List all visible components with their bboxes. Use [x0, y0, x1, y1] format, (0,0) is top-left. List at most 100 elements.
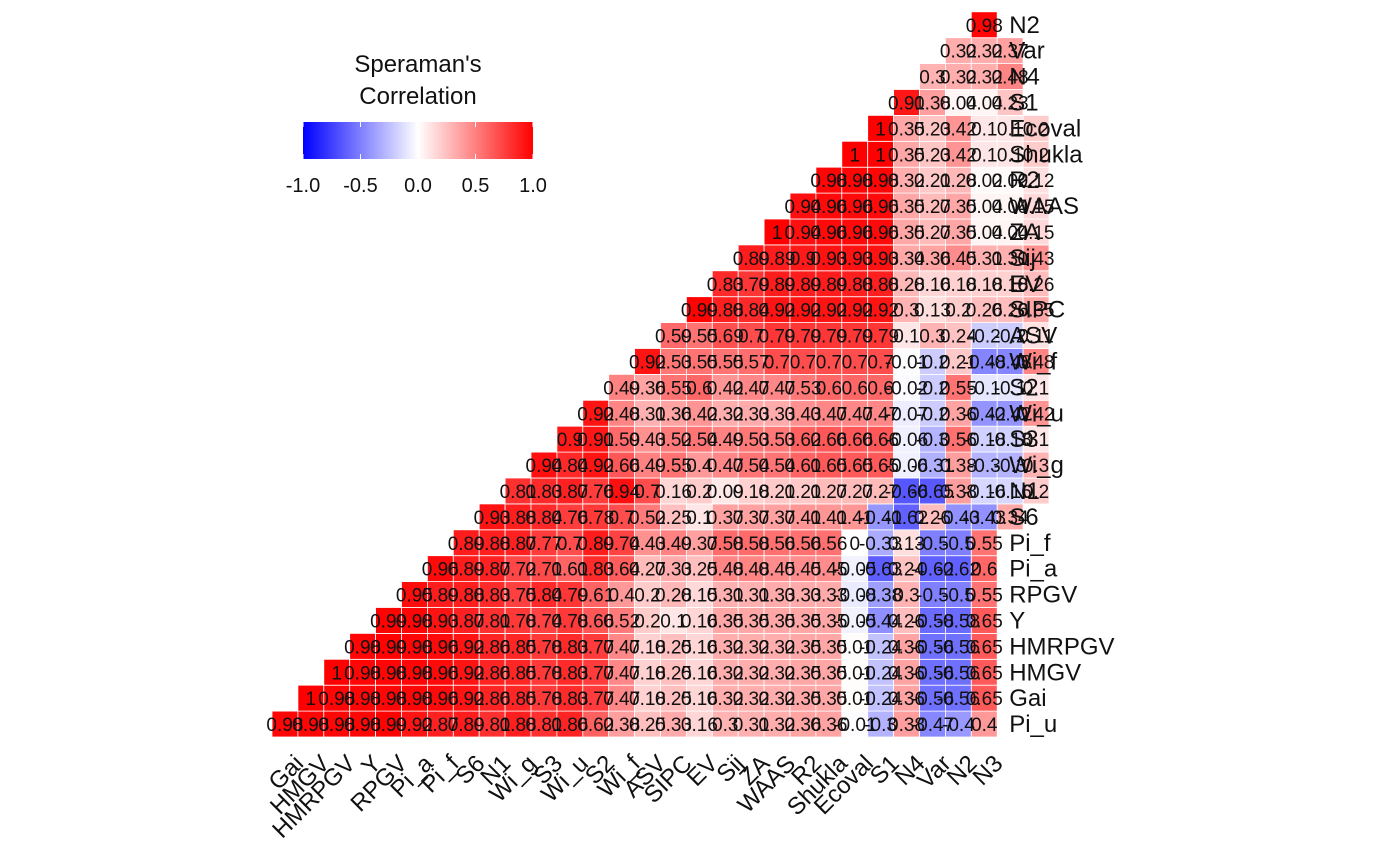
cell-value-label: 0.94	[785, 223, 822, 244]
cell-value-label: 1	[772, 223, 783, 244]
cell-value-label: 0.93	[810, 249, 847, 270]
cell-value-label: 0.47	[759, 378, 796, 399]
cell-value-label: 0.16	[655, 482, 692, 503]
cell-value-label: 0.28	[888, 275, 925, 296]
heatmap-cell	[401, 581, 428, 608]
cell-value-label: 0.66	[810, 430, 847, 451]
cell-value-label: 0.42	[1018, 404, 1055, 425]
cell-value-label: 0.65	[966, 689, 1003, 710]
heatmap-cell	[945, 322, 972, 349]
cell-value-label: 0.88	[836, 275, 873, 296]
heatmap-cell	[867, 270, 895, 298]
heatmap-cell	[996, 89, 1024, 116]
cell-value-label: 0.33	[759, 586, 796, 607]
x-axis-tick-labels: GaiHMGVHMRPGVYRPGVPi_aPi_fS6N1Wi_gS3Wi_u…	[264, 750, 1009, 844]
heatmap-cell	[815, 270, 843, 298]
legend-title-line1: Speraman's	[354, 51, 481, 78]
heatmap-cell	[478, 710, 506, 738]
cell-value-label: -0.24	[859, 637, 903, 658]
cell-value-label: 0.45	[785, 560, 822, 581]
cell-value-label: 0.98	[344, 637, 381, 658]
heatmap-cell	[970, 63, 998, 90]
cell-value-label: 0.35	[810, 689, 847, 710]
heatmap-cell	[660, 503, 687, 531]
heatmap-cell	[996, 373, 1024, 401]
heatmap-cell	[686, 710, 713, 738]
heatmap-cell	[789, 581, 817, 608]
cell-value-label: 0.16	[681, 612, 718, 633]
heatmap-cell	[763, 322, 791, 349]
cell-value-label: 0.24	[888, 560, 925, 581]
cell-value-label: 0.35	[785, 663, 822, 684]
cell-value-label: -0.47	[911, 715, 954, 736]
heatmap-cell	[893, 425, 920, 453]
y-tick-label: S3	[1009, 426, 1038, 453]
cell-value-label: 0.52	[603, 612, 640, 633]
heatmap-cell	[893, 348, 920, 375]
cell-value-label: -0.62	[937, 560, 980, 581]
cell-value-label: 0.25	[629, 715, 666, 736]
heatmap-cell	[893, 710, 920, 738]
cell-value-label: -0.5	[916, 586, 949, 607]
cell-value-label: 0.76	[551, 508, 588, 529]
cell-value-label: 0.3	[919, 68, 945, 89]
heatmap-cell	[945, 477, 972, 505]
cell-value-label: 0.55	[681, 327, 718, 348]
cell-value-label: 0.23	[914, 145, 951, 166]
cell-value-label: 0.72	[500, 560, 537, 581]
cell-value-label: 0.2	[1023, 145, 1049, 166]
cell-value-label: 0.41	[785, 508, 822, 529]
heatmap-cell	[608, 425, 636, 453]
heatmap-cell	[634, 425, 661, 453]
cell-value-label: -0.24	[859, 663, 903, 684]
cell-value-label: 0.32	[759, 663, 796, 684]
cell-value-label: 0.2	[1023, 119, 1049, 140]
cell-value-label: -0.2	[968, 327, 1001, 348]
cell-value-label: 1	[875, 119, 886, 140]
cell-value-label: 0.48	[733, 560, 770, 581]
y-tick-label: WAAS	[1009, 193, 1079, 220]
heatmap-cell	[867, 192, 895, 220]
cell-value-label: 0.66	[577, 612, 614, 633]
heatmap-cell	[945, 373, 972, 401]
heatmap-cell	[556, 710, 584, 738]
heatmap-cell	[945, 633, 972, 660]
cell-value-label: 0.38	[940, 456, 977, 477]
cell-value-label: 0.74	[526, 612, 563, 633]
x-tick-label: N3	[968, 750, 1009, 791]
cell-value-label: 0.96	[422, 663, 459, 684]
cell-value-label: 0.83	[707, 275, 744, 296]
cell-value-label: 0.21	[914, 171, 951, 192]
heatmap-cell	[970, 89, 998, 116]
heatmap-cell	[970, 503, 998, 531]
heatmap-cell	[945, 425, 972, 453]
y-tick-label: Gai	[1009, 685, 1046, 712]
cell-value-label: 0.58	[707, 534, 744, 555]
heatmap-cell	[686, 503, 713, 531]
cell-value-label: -0.44	[859, 612, 903, 633]
cell-value-label: 0.81	[474, 612, 511, 633]
cell-value-label: -0.56	[911, 689, 954, 710]
cell-value-label: 0.96	[836, 223, 873, 244]
heatmap-cell	[1022, 192, 1050, 220]
y-tick-label: Pi_f	[1009, 530, 1051, 557]
heatmap-cell	[686, 555, 713, 583]
heatmap-cell	[478, 658, 506, 686]
heatmap-cell	[711, 633, 739, 660]
heatmap-cell	[478, 529, 506, 557]
cell-value-label: 0.25	[655, 637, 692, 658]
cell-value-label: -0.56	[937, 637, 980, 658]
heatmap-cell	[945, 684, 972, 712]
cell-value-label: 0.9	[557, 430, 583, 451]
heatmap-cell	[1022, 477, 1050, 505]
cell-value-label: 0.88	[500, 715, 537, 736]
heatmap-cell	[737, 477, 765, 505]
cell-value-label: 0.1	[971, 119, 997, 140]
heatmap-cell	[893, 140, 920, 168]
cell-value-label: 0.35	[733, 612, 770, 633]
heatmap-cell	[686, 658, 713, 686]
heatmap-cell	[763, 373, 791, 401]
heatmap-cell	[1022, 373, 1050, 401]
legend-tick-label: 0.5	[462, 175, 490, 197]
cell-value-label: 0.49	[629, 456, 666, 477]
